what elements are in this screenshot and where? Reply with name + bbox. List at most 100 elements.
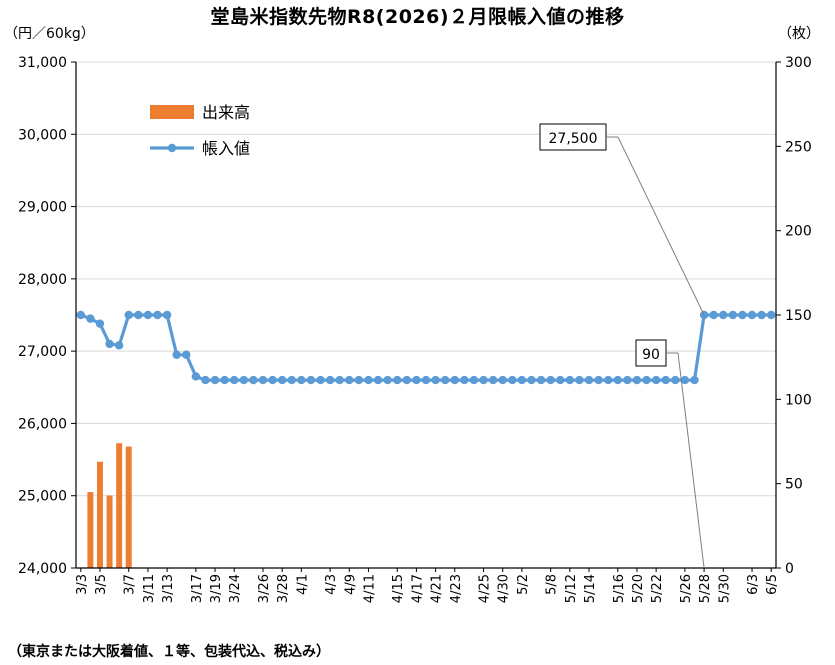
settlement-point — [134, 310, 143, 320]
settlement-point — [747, 310, 757, 320]
callout-leader-volume — [677, 352, 705, 569]
x-tick-label: 4/3 — [324, 574, 339, 595]
settlement-point — [335, 375, 344, 385]
settlement-point — [517, 375, 527, 385]
x-tick-label: 5/22 — [650, 574, 665, 603]
settlement-point — [412, 375, 421, 385]
footnote: （東京または大阪着値、１等、包装代込、税込み） — [8, 644, 330, 660]
right-tick-label: 250 — [785, 139, 812, 155]
settlement-point — [488, 375, 498, 385]
volume-bars — [87, 443, 132, 568]
settlement-point — [460, 375, 469, 385]
settlement-point — [757, 310, 766, 320]
x-tick-label: 3/3 — [75, 574, 90, 595]
left-tick-label: 29,000 — [18, 200, 67, 216]
callout-leader-price — [617, 136, 705, 316]
settlement-point — [383, 375, 392, 385]
x-tick-label: 4/17 — [410, 574, 425, 603]
settlement-point — [479, 375, 488, 385]
settlement-point — [393, 375, 402, 385]
settlement-point — [277, 375, 287, 385]
x-tick-label: 3/24 — [228, 574, 243, 603]
chart-title: 堂島米指数先物R8(2026)２月限帳入値の推移 — [210, 6, 625, 28]
x-tick-label: 5/16 — [612, 574, 627, 603]
left-tick-label: 25,000 — [18, 489, 67, 505]
settlement-point — [603, 375, 613, 385]
settlement-point — [249, 375, 258, 385]
x-tick-label: 3/19 — [209, 574, 224, 603]
settlement-line — [76, 310, 776, 385]
x-tick-label: 5/28 — [698, 574, 713, 603]
settlement-point — [124, 310, 133, 320]
callout-label-price: 27,500 — [549, 131, 598, 147]
x-tick-label: 3/17 — [190, 574, 205, 603]
settlement-point — [345, 375, 354, 385]
left-tick-label: 30,000 — [18, 127, 67, 143]
settlement-point — [575, 375, 584, 385]
settlement-point — [220, 375, 229, 385]
right-axis-unit: （枚） — [778, 26, 820, 42]
volume-bar — [116, 443, 123, 568]
left-axis-unit: （円／60kg） — [4, 26, 95, 42]
settlement-point — [738, 310, 747, 320]
settlement-point — [153, 310, 162, 320]
x-tick-label: 4/25 — [478, 574, 493, 603]
settlement-point — [364, 375, 373, 385]
settlement-point — [556, 375, 565, 385]
settlement-point — [527, 375, 536, 385]
settlement-point — [172, 350, 181, 359]
settlement-point — [95, 319, 105, 328]
x-tick-label: 3/13 — [161, 574, 176, 603]
chart-canvas: 24,000 25,000 26,000 27,000 28,000 29,000 30,0… — [18, 55, 812, 603]
settlement-point — [325, 375, 335, 385]
right-tick-label: 150 — [785, 308, 812, 324]
legend-label-settlement: 帳入値 — [202, 139, 250, 158]
volume-bar — [125, 446, 132, 568]
x-tick-label: 3/5 — [94, 574, 109, 595]
settlement-point — [613, 375, 622, 385]
settlement-point — [565, 375, 575, 385]
settlement-line-path — [80, 313, 772, 382]
x-tick-label: 5/20 — [631, 574, 646, 603]
settlement-point — [767, 310, 776, 320]
settlement-point — [258, 375, 268, 385]
legend-bar-swatch — [150, 105, 194, 119]
settlement-point — [440, 375, 450, 385]
legend-label-volume: 出来高 — [202, 103, 250, 122]
x-tick-label: 3/28 — [276, 574, 291, 603]
settlement-point — [373, 375, 383, 385]
left-tick-label: 24,000 — [18, 561, 67, 577]
settlement-point — [469, 375, 479, 385]
settlement-point — [594, 375, 603, 385]
settlement-point — [546, 375, 555, 385]
axes: 24,000 25,000 26,000 27,000 28,000 29,000 30,0… — [18, 55, 812, 603]
x-tick-label: 5/8 — [545, 574, 560, 595]
settlement-point — [239, 375, 249, 385]
settlement-point — [143, 310, 153, 320]
x-tick-label: 4/1 — [295, 574, 310, 595]
grid-lines — [76, 61, 776, 497]
settlement-point — [287, 375, 296, 385]
x-tick-label: 6/5 — [765, 574, 780, 595]
x-tick-label: 5/2 — [516, 574, 531, 595]
settlement-point — [728, 310, 738, 320]
settlement-point — [162, 310, 172, 320]
callout-box-price — [539, 123, 607, 151]
settlement-point — [632, 375, 642, 385]
x-tick-label: 6/3 — [746, 574, 761, 595]
settlement-point — [230, 375, 239, 385]
x-tick-label: 4/21 — [430, 574, 445, 603]
left-tick-label: 28,000 — [18, 272, 67, 288]
settlement-point — [450, 375, 459, 385]
settlement-point — [709, 310, 718, 320]
x-tick-label: 4/30 — [497, 574, 512, 603]
settlement-point — [316, 375, 325, 385]
x-tick-label: 4/11 — [362, 574, 377, 603]
left-tick-label: 27,000 — [18, 344, 67, 360]
settlement-point — [508, 375, 517, 385]
volume-bar — [97, 461, 103, 568]
settlement-point — [690, 375, 699, 385]
settlement-point — [354, 375, 364, 385]
x-tick-label: 4/15 — [391, 574, 406, 603]
